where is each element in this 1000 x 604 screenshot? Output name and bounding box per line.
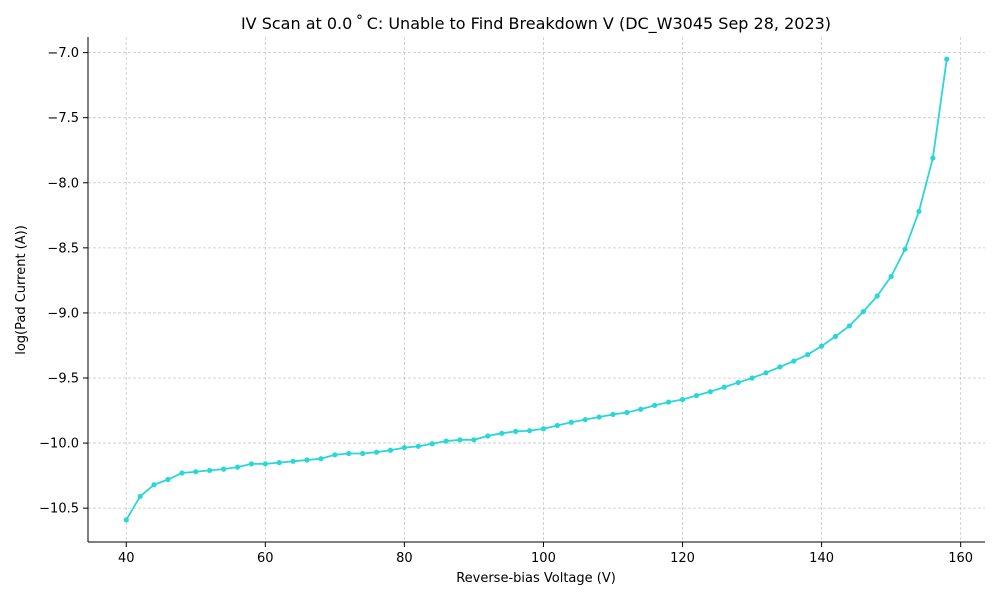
x-tick-label: 40 [118,551,135,566]
data-point [763,370,769,376]
data-point [234,464,241,470]
data-point [332,452,338,458]
data-point [457,437,463,443]
y-tick-label: −10.0 [39,437,79,452]
data-point [401,445,407,451]
data-point [596,414,602,420]
data-point [276,460,282,466]
x-tick-label: 120 [670,551,695,566]
data-point [248,461,255,467]
data-point [304,457,310,463]
data-point [346,450,352,457]
data-point [513,428,519,434]
x-tick-label: 80 [396,551,413,566]
data-point [165,476,171,483]
y-tick-label: −9.0 [47,306,79,321]
data-point [387,447,394,453]
data-point [638,406,644,412]
x-tick-label: 100 [531,551,556,566]
data-point [499,430,505,436]
data-point [610,411,616,418]
data-point [471,437,477,443]
data-point [735,379,741,386]
data-point [540,426,547,432]
data-point [624,409,630,416]
data-point [318,456,324,462]
data-point [888,273,894,280]
data-point [749,375,755,381]
y-axis-label: log(Pad Current (A)) [14,225,29,355]
data-point [666,399,672,405]
data-point [582,417,588,423]
data-point [860,309,866,315]
data-point [707,389,713,395]
data-point [902,246,908,252]
y-tick-label: −7.0 [47,46,79,61]
y-tick-label: −8.0 [47,176,79,191]
grid-layer [88,37,985,542]
data-point [791,358,797,364]
x-tick-label: 60 [257,551,274,566]
data-point [360,450,366,457]
data-point [693,392,700,399]
chart-title: IV Scan at 0.0 ˚ C: Unable to Find Break… [241,14,831,34]
data-point [944,56,950,62]
ticks-layer: 40 60 80 100 120 140 160 −7.0 −7.5 −8.0 −8.5 −9.0 −9… [39,46,973,566]
x-axis-label: Reverse-bias Voltage (V) [456,571,616,586]
y-tick-label: −8.5 [47,241,79,256]
data-point [193,469,199,475]
data-point [832,333,839,339]
data-point [262,461,268,467]
data-point [568,419,574,425]
data-point [429,441,435,447]
data-point [443,438,449,444]
x-tick-label: 160 [948,551,973,566]
data-point [805,351,811,358]
series-layer [123,56,950,523]
data-point [846,323,853,329]
data-point [679,396,686,403]
y-tick-label: −10.5 [39,502,79,517]
data-point [207,467,213,474]
y-tick-label: −7.5 [47,111,79,126]
y-tick-label: −9.5 [47,372,79,387]
data-point [373,449,380,455]
data-point [220,466,227,472]
data-point [721,384,727,390]
data-point [485,433,491,439]
data-point [652,402,658,408]
axes-layer [87,37,985,543]
x-tick-label: 140 [809,551,834,566]
data-point [554,422,560,429]
data-point [415,443,421,449]
series-line [125,59,948,521]
data-point [290,458,296,464]
data-point [151,482,157,488]
data-point [137,493,143,500]
data-point [916,208,922,215]
data-point [123,517,129,523]
data-point [818,343,825,349]
data-point [777,364,783,370]
data-point [930,155,936,161]
data-point [526,428,533,434]
data-point [179,470,185,476]
data-point [874,293,880,299]
